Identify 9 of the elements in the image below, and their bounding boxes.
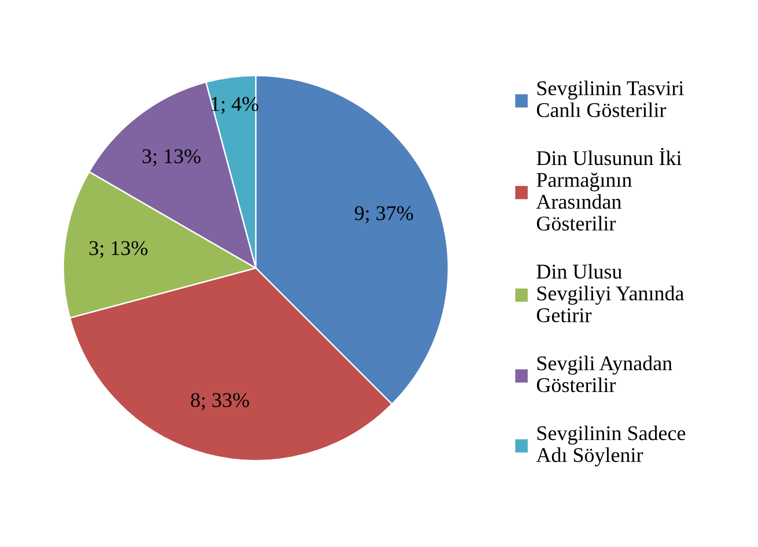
data-label: 8; 33% (190, 393, 250, 410)
legend-label: Sevgilinin Sadece Adı Söylenir (536, 426, 686, 466)
data-label: 9; 37% (354, 206, 413, 224)
legend-label: Sevgili Aynadan Gösterilir (536, 356, 672, 392)
legend-label: Din Ulusunun İki Parmağının Arasından Gösterilir (536, 148, 682, 231)
data-label: 3; 13% (90, 241, 148, 258)
data-label: 3; 13% (142, 149, 201, 166)
legend-label: Sevgilinin Tasviri Canlı Gösterilir (536, 80, 684, 118)
legend-label: Din Ulusu Sevgiliyi Yanında Getirir (536, 264, 684, 322)
